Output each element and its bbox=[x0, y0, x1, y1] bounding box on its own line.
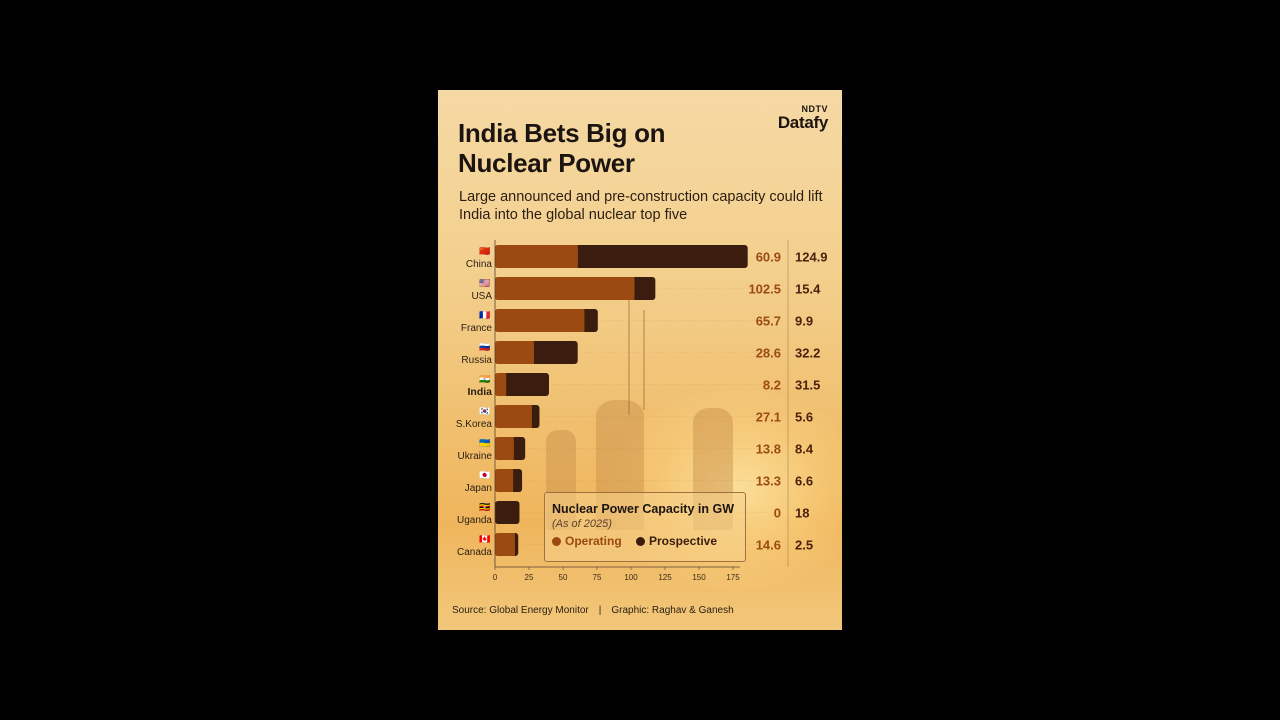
value-label-prospective: 15.4 bbox=[795, 282, 821, 297]
infographic-card: NDTV Datafy India Bets Big on Nuclear Po… bbox=[438, 90, 842, 630]
legend-label-prospective: Prospective bbox=[649, 534, 718, 548]
legend-item-operating: Operating bbox=[552, 534, 622, 548]
flag-icon: 🇺🇸 bbox=[479, 278, 490, 289]
bar-operating bbox=[495, 341, 534, 364]
value-label-operating: 28.6 bbox=[756, 346, 781, 361]
category-label: USA bbox=[471, 291, 492, 302]
bar-operating bbox=[495, 533, 515, 556]
value-label-operating: 102.5 bbox=[748, 282, 781, 297]
x-tick-label: 50 bbox=[559, 573, 568, 582]
bar-operating bbox=[495, 245, 578, 268]
x-tick-label: 100 bbox=[624, 573, 638, 582]
legend-swatch-operating bbox=[552, 537, 561, 546]
value-label-operating: 13.3 bbox=[756, 474, 781, 489]
flag-icon: 🇨🇳 bbox=[479, 246, 490, 257]
brand-logo-line2: Datafy bbox=[777, 113, 828, 132]
chart-title: India Bets Big on Nuclear Power bbox=[458, 118, 666, 178]
flag-icon: 🇷🇺 bbox=[479, 342, 490, 353]
bar-operating-edge bbox=[530, 341, 534, 364]
bar-operating bbox=[495, 309, 585, 332]
x-tick-label: 0 bbox=[493, 573, 498, 582]
value-label-operating: 65.7 bbox=[756, 314, 781, 329]
flag-icon: 🇮🇳 bbox=[479, 374, 490, 385]
flag-icon: 🇨🇦 bbox=[479, 534, 490, 545]
category-label: Ukraine bbox=[458, 451, 493, 462]
value-label-prospective: 32.2 bbox=[795, 346, 820, 361]
category-label: S.Korea bbox=[456, 419, 493, 430]
footer-separator: | bbox=[598, 605, 602, 616]
category-label: France bbox=[461, 323, 493, 334]
flag-icon: 🇺🇦 bbox=[479, 438, 490, 449]
x-tick-label: 75 bbox=[593, 573, 602, 582]
value-label-prospective: 5.6 bbox=[795, 410, 813, 425]
flag-icon: 🇫🇷 bbox=[479, 310, 490, 321]
category-label: Russia bbox=[461, 355, 492, 366]
category-label: Uganda bbox=[457, 515, 492, 526]
value-label-prospective: 6.6 bbox=[795, 474, 813, 489]
category-label: Japan bbox=[465, 483, 492, 494]
value-label-operating: 13.8 bbox=[756, 442, 781, 457]
bar-operating bbox=[495, 277, 635, 300]
bar-operating-edge bbox=[528, 405, 532, 428]
legend-title: Nuclear Power Capacity in GW bbox=[552, 502, 734, 516]
flag-icon: 🇯🇵 bbox=[479, 470, 490, 481]
value-label-prospective: 124.9 bbox=[795, 250, 828, 265]
power-pylon-illustration bbox=[628, 295, 630, 415]
value-label-operating: 27.1 bbox=[756, 410, 781, 425]
category-label: China bbox=[466, 259, 493, 270]
bar-prospective bbox=[495, 501, 520, 524]
power-pylon-illustration bbox=[643, 310, 645, 410]
legend-subtitle: (As of 2025) bbox=[552, 518, 612, 530]
x-tick-label: 25 bbox=[525, 573, 534, 582]
value-label-operating: 8.2 bbox=[763, 378, 781, 393]
brand-logo: NDTV Datafy bbox=[778, 104, 828, 132]
value-label-prospective: 18 bbox=[795, 506, 809, 521]
flag-icon: 🇺🇬 bbox=[479, 502, 490, 513]
source-credit: Source: Global Energy Monitor | Graphic: R… bbox=[452, 605, 734, 616]
brand-logo-line1: NDTV bbox=[801, 104, 828, 114]
x-tick-label: 150 bbox=[692, 573, 706, 582]
bar-operating-edge bbox=[510, 437, 514, 460]
bar-prospective bbox=[495, 373, 549, 396]
x-tick-label: 125 bbox=[658, 573, 672, 582]
category-label: India bbox=[467, 386, 492, 398]
category-label: Canada bbox=[457, 547, 492, 558]
legend-swatch-prospective bbox=[636, 537, 645, 546]
x-tick-label: 175 bbox=[726, 573, 740, 582]
value-label-operating: 60.9 bbox=[756, 250, 781, 265]
bar-operating bbox=[495, 469, 514, 492]
value-label-operating: 0 bbox=[774, 506, 781, 521]
value-label-prospective: 31.5 bbox=[795, 378, 820, 393]
flag-icon: 🇰🇷 bbox=[479, 406, 490, 417]
bar-operating bbox=[495, 405, 532, 428]
legend-label-operating: Operating bbox=[565, 534, 622, 548]
bar-operating bbox=[495, 437, 514, 460]
legend-item-prospective: Prospective bbox=[636, 534, 717, 548]
bar-chart: 🇨🇳 China 60.9 124.9 🇺🇸 USA 102.5 15.4 🇫🇷 France 65… bbox=[456, 240, 828, 582]
value-label-operating: 14.6 bbox=[756, 538, 781, 553]
bar-operating-edge bbox=[574, 245, 578, 268]
bar-operating-edge bbox=[581, 309, 585, 332]
bar-operating-edge bbox=[631, 277, 635, 300]
chart-subtitle: Large announced and pre-construction cap… bbox=[459, 189, 823, 223]
value-label-prospective: 8.4 bbox=[795, 442, 814, 457]
chart-legend: Nuclear Power Capacity in GW (As of 2025… bbox=[544, 492, 746, 562]
value-label-prospective: 9.9 bbox=[795, 314, 813, 329]
bar-operating-edge bbox=[503, 373, 507, 396]
value-label-prospective: 2.5 bbox=[795, 538, 813, 553]
bar-operating-edge bbox=[511, 533, 515, 556]
source-text: Source: Global Energy Monitor bbox=[452, 605, 589, 616]
graphic-credit-text: Graphic: Raghav & Ganesh bbox=[611, 605, 734, 616]
bar-operating-edge bbox=[510, 469, 514, 492]
